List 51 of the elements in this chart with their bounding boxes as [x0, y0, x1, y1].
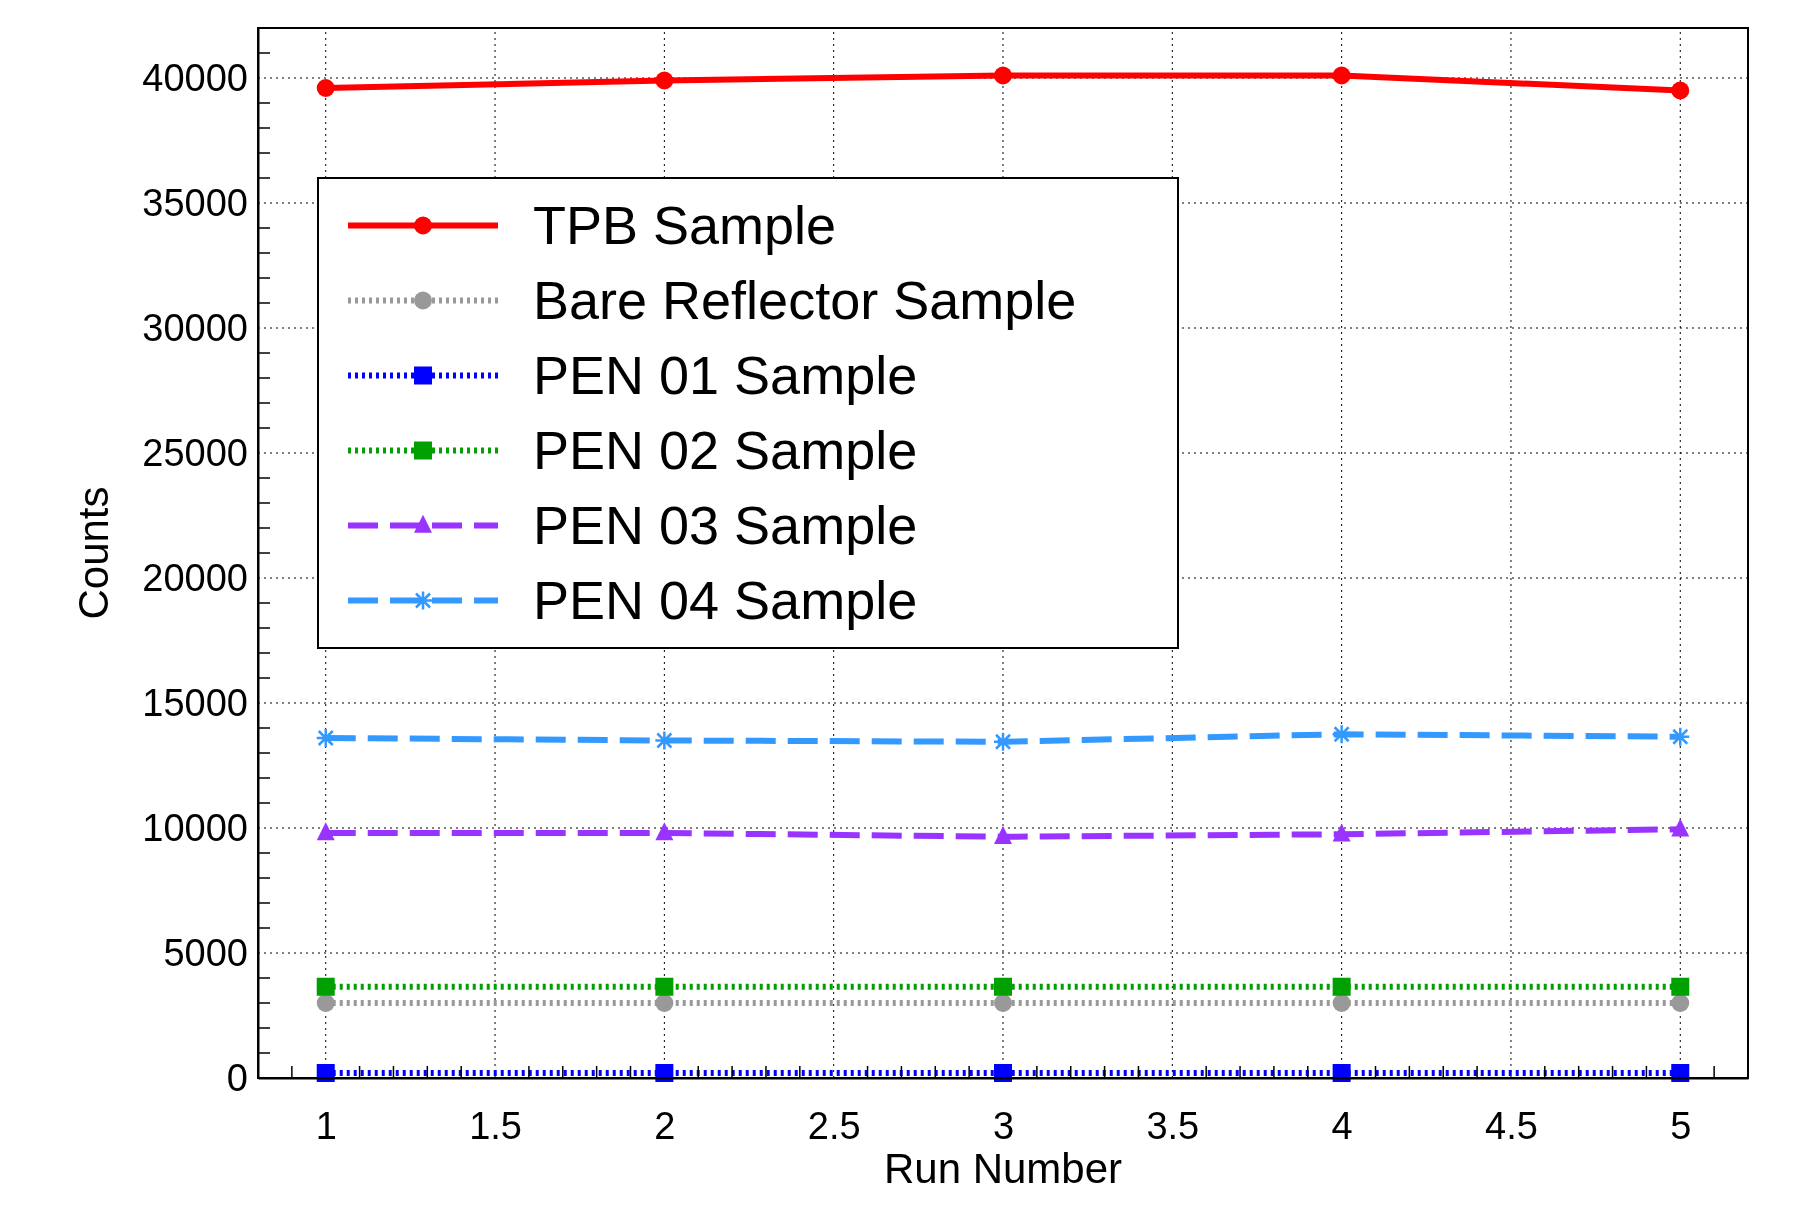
y-tick-label: 5000: [163, 931, 248, 974]
y-tick-label: 15000: [142, 681, 248, 724]
x-tick-label: 4.5: [1485, 1104, 1538, 1147]
point: [1670, 726, 1691, 747]
y-tick-label: 20000: [142, 556, 248, 599]
x-tick-label: 3.5: [1146, 1104, 1200, 1147]
point: [1332, 977, 1351, 996]
legend-label: Bare Reflector Sample: [533, 270, 1077, 331]
point: [994, 977, 1012, 996]
y-tick-label: 25000: [142, 431, 248, 474]
x-tick-label: 1.5: [469, 1104, 522, 1147]
x-axis-title: Run Number: [883, 1145, 1123, 1192]
point: [655, 977, 674, 996]
x-tick-label: 5: [1670, 1104, 1692, 1147]
point: [994, 994, 1012, 1012]
point: [316, 994, 335, 1012]
point: [315, 727, 336, 749]
x-tick-label: 1: [315, 1104, 337, 1147]
point: [316, 977, 335, 996]
y-tick-label: 0: [226, 1056, 248, 1099]
point: [1332, 66, 1351, 85]
point: [316, 822, 335, 841]
point: [1671, 818, 1690, 837]
y-tick-label: 35000: [142, 181, 248, 224]
legend-label: PEN 01 Sample: [533, 345, 918, 406]
x-tick-label: 4: [1331, 1104, 1353, 1147]
point: [994, 825, 1012, 844]
y-tick-label: 10000: [142, 806, 248, 849]
x-tick-label: 2: [654, 1104, 676, 1147]
legend-label: PEN 02 Sample: [533, 420, 918, 481]
point: [1671, 977, 1690, 996]
point: [992, 731, 1014, 752]
point: [1332, 994, 1351, 1012]
point: [1332, 823, 1351, 842]
y-axis-title: Counts: [70, 486, 117, 620]
point: [655, 71, 674, 90]
point: [655, 822, 674, 841]
y-tick-label: 30000: [142, 306, 248, 349]
point: [994, 66, 1012, 85]
x-tick-label: 2.5: [807, 1104, 861, 1147]
point: [316, 79, 335, 97]
point: [1671, 81, 1690, 100]
point: [1331, 724, 1352, 745]
legend-label: TPB Sample: [533, 195, 837, 256]
legend-label: PEN 03 Sample: [533, 495, 918, 556]
point: [654, 730, 675, 751]
y-tick-label: 40000: [142, 56, 248, 99]
point: [1671, 994, 1690, 1012]
x-tick-label: 3: [992, 1104, 1015, 1147]
point: [655, 994, 674, 1012]
legend-label: PEN 04 Sample: [533, 570, 918, 631]
